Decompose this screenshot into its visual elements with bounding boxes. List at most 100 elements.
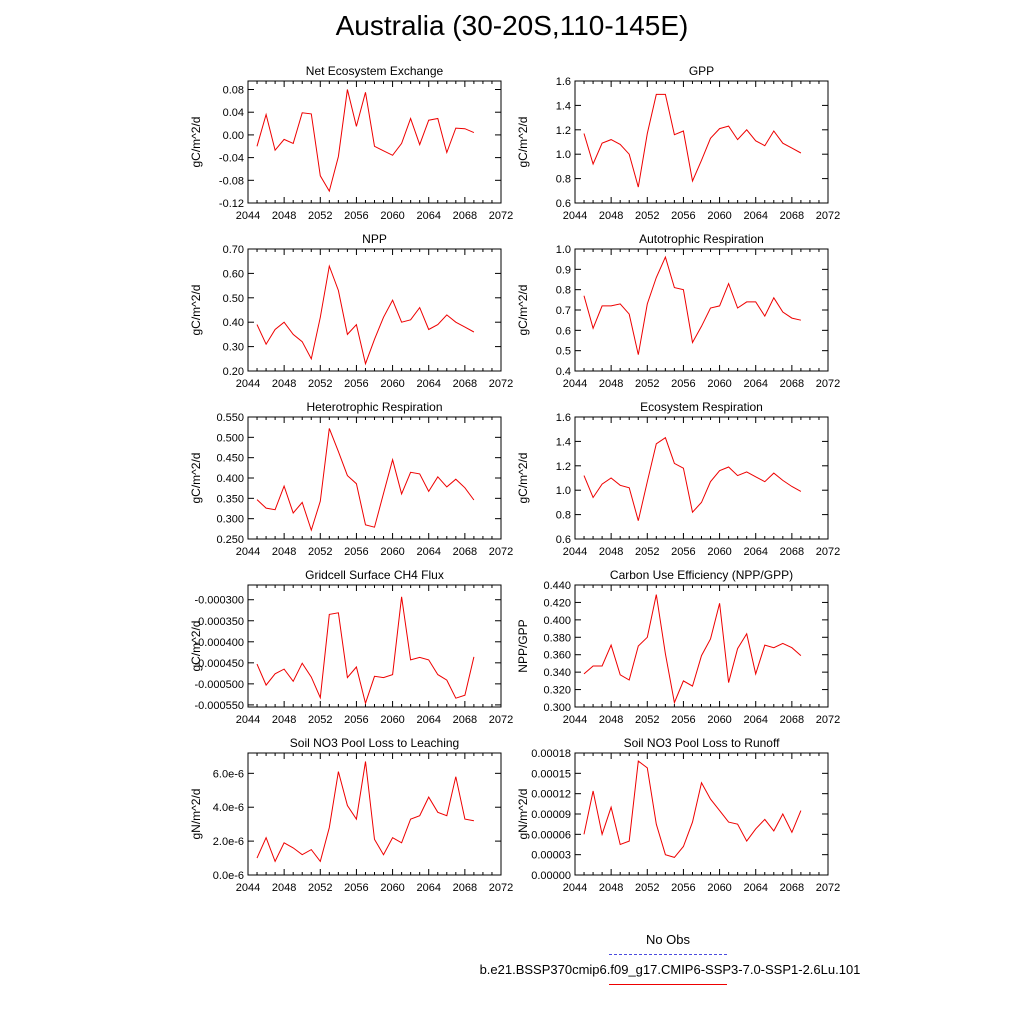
y-tick-label: -0.000300: [194, 595, 244, 607]
legend-run-label: b.e21.BSSP370cmip6.f09_g17.CMIP6-SSP3-7.…: [479, 962, 861, 977]
x-tick-label: 2064: [743, 882, 767, 894]
y-tick-label: -0.000400: [194, 637, 244, 649]
x-tick-label: 2056: [671, 210, 695, 222]
panel-title: Gridcell Surface CH4 Flux: [305, 568, 444, 582]
y-tick-label: 0.50: [223, 293, 244, 305]
y-tick-label: -0.000500: [194, 679, 244, 691]
y-axis-label: gN/m^2/d: [189, 789, 203, 840]
y-tick-label: -0.000450: [194, 658, 244, 670]
x-tick-label: 2056: [344, 546, 368, 558]
y-tick-label: 0.00018: [531, 748, 571, 760]
y-tick-label: 0.360: [543, 650, 571, 662]
y-tick-label: -0.000350: [194, 616, 244, 628]
x-tick-label: 2048: [599, 714, 623, 726]
y-tick-label: 0.400: [216, 473, 244, 485]
x-tick-label: 2044: [563, 882, 587, 894]
y-tick-label: 1.4: [556, 100, 571, 112]
y-tick-label: 0.30: [223, 342, 244, 354]
x-tick-label: 2068: [780, 546, 804, 558]
plot-frame: [574, 584, 829, 708]
y-tick-label: 1.2: [556, 125, 571, 137]
x-tick-label: 2048: [272, 546, 296, 558]
plot-frame: [247, 80, 502, 204]
series-line: [256, 89, 475, 193]
x-tick-label: 2048: [599, 210, 623, 222]
x-tick-label: 2052: [308, 546, 332, 558]
x-tick-label: 2044: [563, 378, 587, 390]
y-tick-label: 1.6: [556, 76, 571, 88]
x-tick-label: 2044: [236, 714, 260, 726]
x-tick-label: 2052: [308, 378, 332, 390]
x-tick-label: 2048: [599, 546, 623, 558]
series-line: [583, 93, 802, 188]
y-tick-label: 0.8: [556, 510, 571, 522]
y-tick-label: 0.6: [556, 534, 571, 546]
x-tick-label: 2072: [489, 882, 513, 894]
x-tick-label: 2068: [453, 378, 477, 390]
series-line: [583, 760, 802, 858]
x-tick-label: 2056: [344, 210, 368, 222]
y-tick-label: 0.00: [223, 130, 244, 142]
x-tick-label: 2044: [236, 210, 260, 222]
x-tick-label: 2064: [416, 210, 440, 222]
x-tick-label: 2072: [816, 378, 840, 390]
x-tick-label: 2064: [416, 546, 440, 558]
panel-title: GPP: [689, 64, 714, 78]
x-tick-label: 2048: [599, 882, 623, 894]
x-tick-label: 2060: [380, 714, 404, 726]
series-line: [583, 255, 802, 355]
x-tick-label: 2072: [816, 210, 840, 222]
y-tick-label: 0.00015: [531, 768, 571, 780]
x-tick-label: 2072: [816, 882, 840, 894]
y-tick-label: 0.350: [216, 493, 244, 505]
x-tick-label: 2044: [563, 546, 587, 558]
x-tick-label: 2068: [453, 882, 477, 894]
plot-frame: [247, 248, 502, 372]
y-axis-label: gC/m^2/d: [516, 285, 530, 336]
series-line: [256, 428, 475, 532]
x-tick-label: 2060: [707, 546, 731, 558]
x-tick-label: 2060: [707, 882, 731, 894]
x-tick-label: 2056: [671, 546, 695, 558]
x-tick-label: 2068: [453, 210, 477, 222]
y-tick-label: 0.4: [556, 366, 571, 378]
y-tick-label: 0.6: [556, 325, 571, 337]
series-line: [583, 436, 802, 521]
y-tick-label: 0.340: [543, 667, 571, 679]
chart-panel-10: Soil NO3 Pool Loss to Runoff 2044 2048 2052…: [516, 736, 840, 894]
plot-frame: [247, 416, 502, 540]
x-tick-label: 2052: [635, 714, 659, 726]
x-tick-label: 2060: [707, 210, 731, 222]
x-tick-label: 2072: [816, 546, 840, 558]
series-line: [583, 594, 802, 705]
y-tick-label: 4.0e-6: [213, 802, 244, 814]
x-tick-label: 2068: [780, 882, 804, 894]
x-tick-label: 2056: [344, 882, 368, 894]
x-tick-label: 2044: [236, 546, 260, 558]
chart-panel-1: Net Ecosystem Exchange 2044 2048 2052 2056 20…: [189, 64, 513, 222]
x-tick-label: 2064: [416, 882, 440, 894]
y-tick-label: 0.300: [216, 514, 244, 526]
x-tick-label: 2052: [308, 882, 332, 894]
y-tick-label: 2.0e-6: [213, 836, 244, 848]
y-tick-label: 0.40: [223, 317, 244, 329]
panel-title: Soil NO3 Pool Loss to Leaching: [290, 736, 459, 750]
y-tick-label: 6.0e-6: [213, 768, 244, 780]
y-tick-label: 0.6: [556, 198, 571, 210]
legend-obs-label: No Obs: [645, 932, 691, 947]
y-tick-label: -0.08: [219, 175, 244, 187]
y-tick-label: -0.000550: [194, 700, 244, 712]
x-tick-label: 2056: [344, 714, 368, 726]
y-tick-label: 0.8: [556, 285, 571, 297]
y-tick-label: 0.400: [543, 615, 571, 627]
x-tick-label: 2068: [780, 210, 804, 222]
y-axis-label: gC/m^2/d: [516, 453, 530, 504]
y-tick-label: 0.300: [543, 702, 571, 714]
chart-panel-3: NPP 2044 2048 2052 2056 2060 2064 2068 2072 0.20 0…: [189, 232, 513, 390]
x-tick-label: 2052: [635, 546, 659, 558]
plot-frame: [574, 248, 829, 372]
x-tick-label: 2072: [816, 714, 840, 726]
y-tick-label: 0.70: [223, 244, 244, 256]
x-tick-label: 2072: [489, 210, 513, 222]
